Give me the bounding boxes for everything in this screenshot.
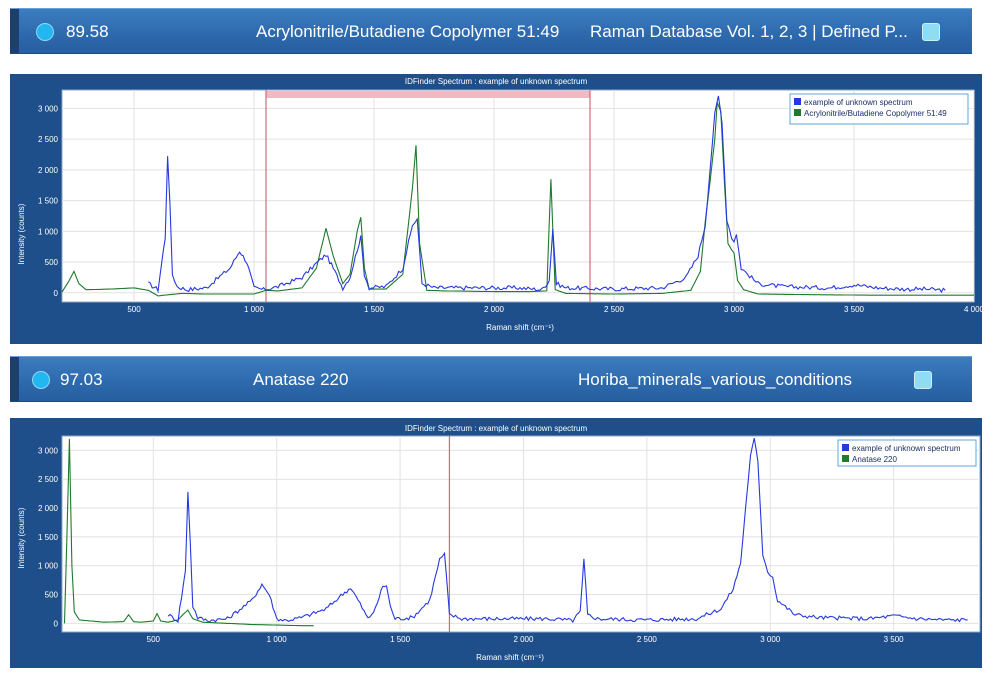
database-name: Raman Database Vol. 1, 2, 3 | Defined P.… (590, 22, 908, 41)
spectrum-chart: IDFinder Spectrum : example of unknown s… (17, 424, 981, 662)
y-tick-label: 2 500 (38, 475, 59, 484)
y-axis-label: Intensity (counts) (17, 507, 26, 568)
radio-selected-icon[interactable] (36, 23, 54, 41)
plot-area (61, 89, 975, 303)
x-tick-label: 2 000 (513, 635, 534, 644)
y-tick-label: 1 500 (38, 533, 59, 542)
compound-name: Acrylonitrile/Butadiene Copolymer 51:49 (256, 22, 560, 41)
selection-band (266, 91, 590, 98)
legend-swatch (794, 98, 801, 105)
plot-area (61, 435, 981, 633)
legend-swatch (794, 109, 801, 116)
x-tick-label: 500 (127, 305, 141, 314)
row-strip (10, 357, 19, 401)
legend-box (789, 93, 969, 125)
checkbox-icon[interactable] (922, 23, 940, 41)
match-score: 89.58 (66, 22, 109, 41)
y-tick-label: 500 (45, 258, 59, 267)
result-row[interactable]: 97.03 Anatase 220 Horiba_minerals_variou… (10, 356, 972, 402)
x-axis-label: Raman shift (cm⁻¹) (486, 323, 554, 332)
x-axis-label: Raman shift (cm⁻¹) (476, 653, 544, 662)
spectrum-line (167, 437, 968, 624)
legend-label: Acrylonitrile/Butadiene Copolymer 51:49 (804, 109, 947, 118)
chart-title: IDFinder Spectrum : example of unknown s… (405, 424, 588, 433)
x-tick-label: 500 (147, 635, 161, 644)
spectrum-chart: IDFinder Spectrum : example of unknown s… (17, 77, 982, 332)
y-tick-label: 2 000 (38, 504, 59, 513)
chart-title: IDFinder Spectrum : example of unknown s… (405, 77, 588, 86)
y-tick-label: 2 500 (38, 135, 59, 144)
y-tick-label: 1 000 (38, 227, 59, 236)
x-tick-label: 2 500 (637, 635, 658, 644)
y-tick-label: 3 000 (38, 446, 59, 455)
y-tick-label: 0 (54, 619, 59, 628)
match-score: 97.03 (60, 370, 103, 389)
x-tick-label: 4 000 (964, 305, 982, 314)
x-tick-label: 1 000 (267, 635, 288, 644)
legend-swatch (842, 444, 849, 451)
y-tick-label: 0 (54, 289, 59, 298)
spectrum-panel: IDFinder Spectrum : example of unknown s… (10, 418, 982, 668)
legend-label: example of unknown spectrum (852, 444, 961, 453)
x-tick-label: 1 500 (390, 635, 411, 644)
spectrum-panel: IDFinder Spectrum : example of unknown s… (10, 74, 982, 344)
y-tick-label: 1 000 (38, 562, 59, 571)
y-tick-label: 1 500 (38, 197, 59, 206)
x-tick-label: 3 500 (884, 635, 905, 644)
x-tick-label: 3 000 (760, 635, 781, 644)
spectrum-line (61, 102, 974, 297)
radio-selected-icon[interactable] (32, 371, 50, 389)
legend-label: Anatase 220 (852, 455, 897, 464)
x-tick-label: 3 500 (844, 305, 865, 314)
result-row[interactable]: 89.58 Acrylonitrile/Butadiene Copolymer … (10, 8, 972, 54)
spectrum-line (148, 95, 946, 294)
x-tick-label: 2 500 (604, 305, 625, 314)
y-axis-label: Intensity (counts) (17, 203, 26, 264)
row-strip (10, 9, 19, 53)
x-tick-label: 1 000 (244, 305, 265, 314)
x-tick-label: 1 500 (364, 305, 385, 314)
x-tick-label: 3 000 (724, 305, 745, 314)
y-tick-label: 2 000 (38, 166, 59, 175)
checkbox-icon[interactable] (914, 371, 932, 389)
database-name: Horiba_minerals_various_conditions (578, 370, 853, 389)
compound-name: Anatase 220 (253, 370, 349, 389)
legend-swatch (842, 455, 849, 462)
legend-box (837, 439, 977, 467)
y-tick-label: 3 000 (38, 104, 59, 113)
y-tick-label: 500 (45, 591, 59, 600)
legend-label: example of unknown spectrum (804, 98, 913, 107)
x-tick-label: 2 000 (484, 305, 505, 314)
spectrum-line (63, 438, 314, 627)
